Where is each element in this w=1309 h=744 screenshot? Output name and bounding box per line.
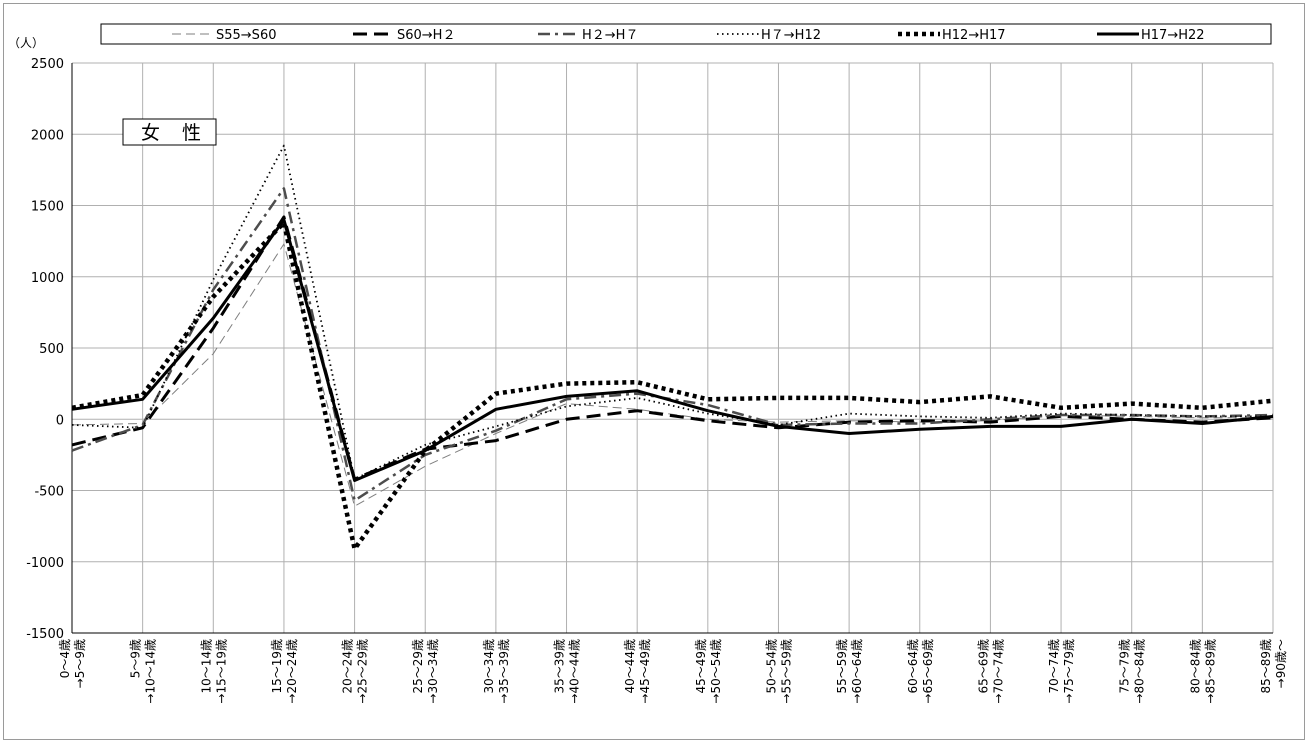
x-tick-label: 15～19歳 →20～24歳 bbox=[270, 639, 299, 704]
legend: S55→S60 S60→H２ H２→H７ H７→H12 H12→H17 H17→H22 bbox=[100, 23, 1272, 45]
x-tick-label-line2: →55～59歳 bbox=[779, 639, 793, 704]
y-tick-label: 2000 bbox=[31, 128, 64, 143]
x-tick-label-line2: →75～79歳 bbox=[1062, 639, 1076, 704]
x-tick-label-line1: 25～29歳 bbox=[411, 639, 425, 694]
x-tick-label-line1: 55～59歳 bbox=[835, 639, 849, 694]
legend-label: H７→H12 bbox=[761, 28, 821, 43]
x-tick-label: 5～9歳 →10～14歳 bbox=[129, 639, 158, 704]
x-tick-label: 0～4歳 →5～9歳 bbox=[58, 639, 87, 688]
series-line-3 bbox=[71, 144, 1273, 481]
x-tick-label-line1: 35～39歳 bbox=[553, 639, 567, 694]
legend-label: H12→H17 bbox=[942, 28, 1006, 43]
legend-label: H２→H７ bbox=[582, 28, 638, 43]
x-tick-label-line2: →80～84歳 bbox=[1133, 639, 1147, 704]
y-tick-label: 2500 bbox=[31, 57, 64, 72]
x-tick-label-line2: →90歳～ bbox=[1274, 639, 1288, 688]
series-lines bbox=[71, 144, 1274, 552]
x-tick-label: 20～24歳 →25～29歳 bbox=[341, 639, 370, 704]
x-tick-label: 40～44歳 →45～49歳 bbox=[623, 639, 652, 704]
x-tick-label-line2: →25～29歳 bbox=[356, 639, 370, 704]
x-tick-label-line2: →45～49歳 bbox=[638, 639, 652, 704]
x-tick-label: 45～49歳 →50～54歳 bbox=[694, 639, 723, 704]
x-tick-label: 25～29歳 →30～34歳 bbox=[411, 639, 440, 704]
x-tick-label-line2: →15～19歳 bbox=[214, 639, 228, 704]
x-tick-label-line2: →10～14歳 bbox=[144, 639, 158, 704]
x-tick-label-line2: →65～69歳 bbox=[921, 639, 935, 704]
x-tick-label-line2: →40～44歳 bbox=[568, 639, 582, 704]
x-tick-label-line1: 20～24歳 bbox=[341, 639, 355, 694]
x-tick-label: 60～64歳 →65～69歳 bbox=[906, 639, 935, 704]
x-tick-label-line1: 0～4歳 bbox=[58, 639, 72, 678]
series-line-0 bbox=[71, 243, 1273, 507]
grid bbox=[71, 62, 1274, 634]
x-tick-label: 65～69歳 →70～74歳 bbox=[976, 639, 1005, 704]
x-tick-label-line1: 80～84歳 bbox=[1188, 639, 1202, 694]
legend-box bbox=[100, 23, 1272, 45]
x-tick-label-line2: →85～89歳 bbox=[1203, 639, 1217, 704]
y-tick-label: -1500 bbox=[26, 627, 64, 642]
y-tick-label: 500 bbox=[39, 342, 64, 357]
annotations: （人） 女 性 bbox=[8, 36, 217, 146]
x-tick-label-line1: 50～54歳 bbox=[764, 639, 778, 694]
legend-label: H17→H22 bbox=[1141, 28, 1205, 43]
y-tick-label: -500 bbox=[34, 485, 64, 500]
y-unit-label: （人） bbox=[8, 36, 44, 50]
x-tick-label-line1: 5～9歳 bbox=[129, 639, 143, 678]
y-tick-label: 1000 bbox=[31, 271, 64, 286]
x-tick-label-line1: 60～64歳 bbox=[906, 639, 920, 694]
y-tick-label: 1500 bbox=[31, 200, 64, 215]
x-tick-label-line1: 45～49歳 bbox=[694, 639, 708, 694]
x-tick-label-line2: →50～54歳 bbox=[709, 639, 723, 704]
x-tick-label: 10～14歳 →15～19歳 bbox=[199, 639, 228, 704]
series-line-4 bbox=[71, 220, 1274, 552]
x-tick-label: 30～34歳 →35～39歳 bbox=[482, 639, 511, 704]
x-tick-label-line1: 30～34歳 bbox=[482, 639, 496, 694]
x-tick-label-line1: 85～89歳 bbox=[1259, 639, 1273, 694]
legend-label: S60→H２ bbox=[397, 28, 455, 43]
x-tick-label: 55～59歳 →60～64歳 bbox=[835, 639, 864, 704]
y-tick-label: -1000 bbox=[26, 556, 64, 571]
x-tick-label-line1: 40～44歳 bbox=[623, 639, 637, 694]
x-tick-label-line2: →60～64歳 bbox=[850, 639, 864, 704]
series-line-5 bbox=[71, 218, 1274, 482]
x-tick-label: 70～74歳 →75～79歳 bbox=[1047, 639, 1076, 704]
x-tick-label-line2: →30～34歳 bbox=[426, 639, 440, 704]
x-tick-label-line1: 10～14歳 bbox=[199, 639, 213, 694]
x-tick-label: 75～79歳 →80～84歳 bbox=[1118, 639, 1147, 704]
x-tick-label-line1: 70～74歳 bbox=[1047, 639, 1061, 694]
x-tick-label-line1: 75～79歳 bbox=[1118, 639, 1132, 694]
x-tick-label-line2: →5～9歳 bbox=[73, 639, 87, 688]
x-tick-label-line2: →35～39歳 bbox=[497, 639, 511, 704]
gender-label: 女 性 bbox=[141, 122, 209, 144]
x-tick-label-line1: 15～19歳 bbox=[270, 639, 284, 694]
x-tick-label: 50～54歳 →55～59歳 bbox=[764, 639, 793, 704]
chart-frame bbox=[3, 3, 1305, 740]
x-tick-label: 80～84歳 →85～89歳 bbox=[1188, 639, 1217, 704]
series-line-2 bbox=[71, 187, 1274, 502]
x-tick-label-line2: →70～74歳 bbox=[991, 639, 1005, 704]
x-tick-label: 85～89歳 →90歳～ bbox=[1259, 639, 1288, 694]
x-tick-label-line1: 65～69歳 bbox=[976, 639, 990, 694]
gender-label-box bbox=[122, 118, 217, 146]
y-tick-label: 0 bbox=[56, 413, 64, 428]
legend-label: S55→S60 bbox=[216, 28, 276, 43]
x-tick-label-line2: →20～24歳 bbox=[285, 639, 299, 704]
x-tick-label: 35～39歳 →40～44歳 bbox=[553, 639, 582, 704]
